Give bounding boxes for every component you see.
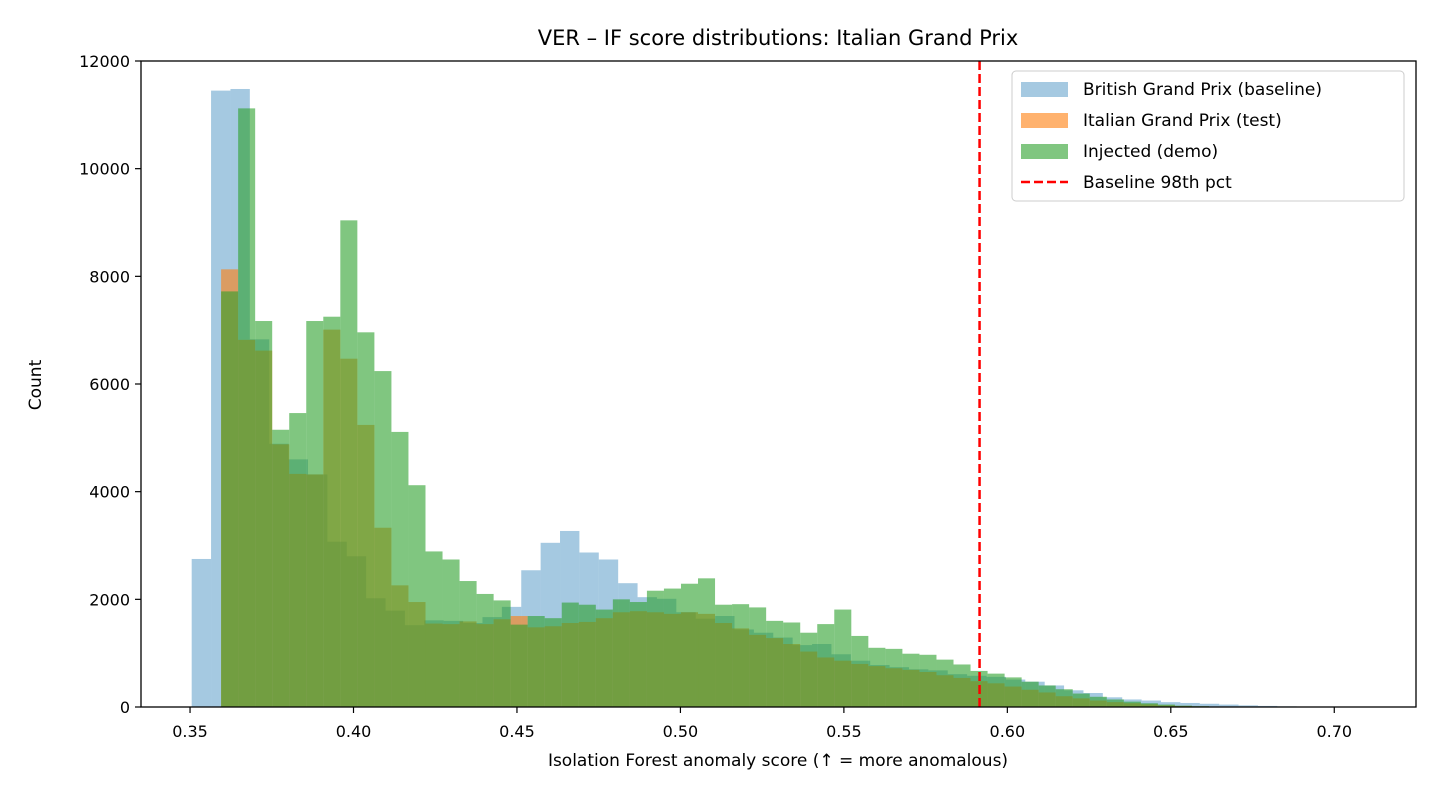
series-3 (221, 108, 1227, 707)
histogram-bar (578, 604, 596, 707)
histogram-bar (766, 620, 784, 707)
histogram-bar (680, 583, 699, 707)
histogram-bar (698, 578, 716, 707)
histogram-bar (238, 108, 256, 707)
x-tick-label: 0.65 (1153, 722, 1189, 741)
x-tick-label: 0.45 (499, 722, 535, 741)
histogram-bar (306, 321, 324, 707)
histogram-bar (629, 602, 647, 707)
histogram-bar (1199, 703, 1220, 707)
histogram-bar (408, 485, 426, 707)
x-tick-label: 0.50 (663, 722, 699, 741)
histogram-bar (936, 659, 954, 707)
histogram-bar (715, 604, 733, 707)
legend-entry: British Grand Prix (baseline) (1021, 80, 1322, 100)
y-tick-label: 6000 (89, 375, 130, 394)
histogram-bar (646, 590, 664, 707)
histogram-bar (272, 429, 290, 707)
histogram-bar (1123, 701, 1141, 707)
histogram-bar (902, 653, 920, 707)
legend-entry: Baseline 98th pct (1021, 173, 1232, 193)
y-tick-label: 2000 (89, 590, 130, 609)
histogram-bar (783, 622, 801, 707)
x-axis-label: Isolation Forest anomaly score (↑ = more… (548, 751, 1008, 771)
histogram-bar (340, 220, 358, 707)
histogram-bar (527, 616, 545, 707)
histogram-bar (817, 624, 835, 707)
y-tick-label: 0 (120, 698, 130, 717)
x-tick-label: 0.40 (336, 722, 372, 741)
histogram-bar (1021, 681, 1039, 707)
chart-title: VER – IF score distributions: Italian Gr… (538, 26, 1019, 50)
histogram-bar (1238, 705, 1258, 707)
legend-label: Injected (demo) (1083, 142, 1218, 162)
x-axis: 0.35 0.40 0.45 0.50 0.55 0.60 0.65 0.70 (172, 707, 1352, 741)
legend-label: British Grand Prix (baseline) (1083, 80, 1322, 100)
y-tick-label: 10000 (79, 160, 130, 179)
histogram-bar (391, 431, 409, 707)
legend-label: Baseline 98th pct (1083, 173, 1232, 193)
y-tick-label: 12000 (79, 52, 130, 71)
histogram-bar (1055, 689, 1073, 707)
histogram-bar (323, 316, 341, 707)
x-tick-label: 0.55 (826, 722, 862, 741)
histogram-bar (374, 371, 392, 707)
x-tick-label: 0.35 (172, 722, 208, 741)
histogram-bar (732, 604, 750, 707)
histogram-bar (544, 618, 562, 707)
histogram-bar (851, 635, 869, 707)
histogram-bar (595, 609, 613, 707)
histogram-bar (1157, 704, 1175, 707)
histogram-bar (612, 599, 630, 707)
y-tick-label: 4000 (89, 483, 130, 502)
histogram-bar (919, 654, 937, 707)
legend: British Grand Prix (baseline) Italian Gra… (1011, 70, 1405, 202)
histogram-bar (561, 602, 579, 707)
legend-swatch (1021, 113, 1068, 128)
histogram-bar (1004, 677, 1022, 707)
legend-label: Italian Grand Prix (test) (1083, 111, 1282, 131)
legend-entry: Injected (demo) (1021, 142, 1218, 162)
x-tick-label: 0.70 (1316, 722, 1352, 741)
histogram-bar (425, 551, 443, 707)
histogram-bar (953, 664, 971, 707)
histogram-bar (800, 632, 818, 707)
y-axis: 0 2000 4000 6000 8000 10000 12000 (79, 52, 141, 717)
histogram-bar (868, 647, 886, 707)
histogram-bar (1038, 685, 1056, 707)
histogram-bar (191, 558, 212, 707)
y-axis-label: Count (26, 359, 46, 410)
histogram-bar (221, 291, 239, 707)
y-tick-label: 8000 (89, 267, 130, 286)
x-tick-label: 0.60 (990, 722, 1026, 741)
legend-items: British Grand Prix (baseline) Italian Gra… (1021, 80, 1322, 193)
histogram-bar (1089, 696, 1107, 707)
legend-swatch (1021, 82, 1068, 97)
histogram-bar (510, 624, 528, 707)
histogram-bar (476, 593, 494, 707)
histogram-bar (987, 673, 1005, 707)
histogram-bars (191, 88, 1355, 707)
histogram-bar (1219, 704, 1239, 707)
histogram-bar (459, 581, 477, 707)
plot-area (140, 60, 1417, 708)
histogram-bar (1072, 693, 1090, 707)
histogram-bar (493, 600, 511, 707)
histogram-bar (663, 588, 681, 707)
histogram-bar (255, 321, 273, 707)
histogram-bar (834, 609, 852, 707)
legend-swatch (1021, 144, 1068, 159)
histogram-bar (749, 607, 767, 707)
histogram-bar (1106, 699, 1124, 707)
histogram-bar (357, 332, 375, 707)
histogram-bar (1140, 703, 1158, 707)
histogram-bar (1180, 702, 1200, 707)
histogram-bar (442, 559, 460, 707)
histogram-bar (1174, 705, 1192, 707)
legend-entry: Italian Grand Prix (test) (1021, 111, 1282, 131)
histogram-bar (289, 413, 307, 707)
legend-box (1011, 70, 1405, 202)
histogram-bar (885, 648, 903, 707)
